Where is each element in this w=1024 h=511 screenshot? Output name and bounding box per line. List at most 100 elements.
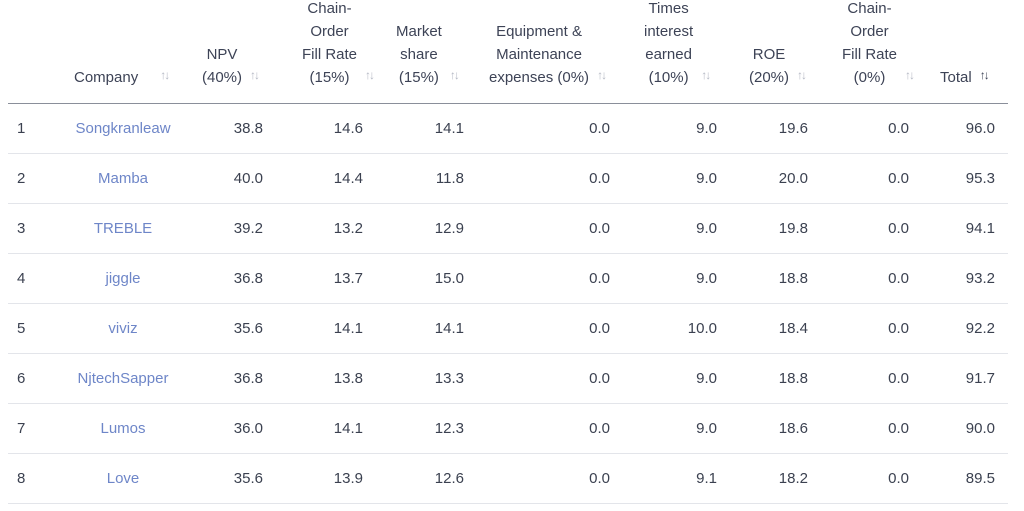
- sort-icon[interactable]: ↑↓: [449, 68, 460, 82]
- col-roe-header[interactable]: ROE (20%) ↑↓: [749, 46, 807, 86]
- fill-rate-zero-cell: 0.0: [888, 420, 909, 437]
- table-header: Company ↑↓ NPV (40%) ↑↓ Chain- Order Fil…: [8, 0, 1008, 104]
- col-company-header[interactable]: Company ↑↓: [74, 64, 170, 89]
- rank-cell: 8: [17, 470, 26, 487]
- table-row: 6 NjtechSapper 36.8 13.8 13.3 0.0 9.0 18.8 0.0 91…: [8, 354, 1008, 404]
- rank-cell: 5: [17, 320, 26, 337]
- npv-cell: 40.0: [233, 170, 263, 187]
- fill-rate-zero-cell: 0.0: [888, 120, 909, 137]
- col-npv-header[interactable]: NPV (40%) ↑↓: [202, 46, 260, 86]
- fill-rate-cell: 13.2: [333, 220, 363, 237]
- times-interest-cell: 9.0: [696, 270, 717, 287]
- sort-icon[interactable]: ↑↓: [905, 68, 915, 82]
- times-interest-cell: 9.1: [696, 470, 717, 487]
- times-interest-cell: 10.0: [687, 320, 717, 337]
- total-cell: 96.0: [965, 120, 995, 137]
- market-share-cell: 12.3: [434, 420, 464, 437]
- rank-cell: 1: [17, 120, 26, 137]
- fill-rate-zero-cell: 0.0: [888, 370, 909, 387]
- equipment-cell: 0.0: [589, 170, 610, 187]
- fill-rate-cell: 13.7: [333, 270, 363, 287]
- equipment-cell: 0.0: [589, 470, 610, 487]
- total-cell: 92.2: [965, 320, 995, 337]
- sort-icon[interactable]: ↑↓: [365, 68, 375, 82]
- market-share-cell: 14.1: [434, 320, 464, 337]
- col-total-header[interactable]: Total ↑↓: [940, 64, 990, 89]
- col-fill-rate-header[interactable]: Chain- Order Fill Rate (15%) ↑↓: [302, 0, 375, 86]
- company-link[interactable]: Love: [106, 470, 140, 487]
- company-link[interactable]: Songkranleaw: [75, 120, 171, 137]
- roe-cell: 18.6: [778, 420, 808, 437]
- fill-rate-zero-cell: 0.0: [888, 270, 909, 287]
- fill-rate-cell: 13.9: [333, 470, 363, 487]
- fill-rate-cell: 13.8: [333, 370, 363, 387]
- rank-cell: 2: [17, 170, 26, 187]
- rank-cell: 7: [17, 420, 26, 437]
- col-times-interest-header[interactable]: Times interest earned (10%) ↑↓: [644, 0, 711, 86]
- company-link[interactable]: NjtechSapper: [77, 370, 169, 387]
- total-cell: 94.1: [965, 220, 995, 237]
- roe-cell: 18.8: [778, 270, 808, 287]
- company-link[interactable]: Lumos: [100, 420, 146, 437]
- market-share-cell: 13.3: [434, 370, 464, 387]
- equipment-cell: 0.0: [589, 420, 610, 437]
- equipment-cell: 0.0: [589, 320, 610, 337]
- rank-cell: 3: [17, 220, 26, 237]
- company-link[interactable]: Mamba: [97, 170, 149, 187]
- roe-cell: 19.8: [778, 220, 808, 237]
- equipment-cell: 0.0: [589, 270, 610, 287]
- roe-cell: 19.6: [778, 120, 808, 137]
- equipment-cell: 0.0: [589, 370, 610, 387]
- npv-cell: 36.0: [233, 420, 263, 437]
- times-interest-cell: 9.0: [696, 170, 717, 187]
- fill-rate-cell: 14.1: [333, 320, 363, 337]
- col-equipment-header[interactable]: Equipment & Maintenance expenses (0%) ↑↓: [489, 23, 607, 86]
- company-link[interactable]: viviz: [108, 320, 138, 337]
- equipment-cell: 0.0: [589, 220, 610, 237]
- sort-icon[interactable]: ↑↓: [979, 68, 990, 82]
- col-market-share-header[interactable]: Market share (15%) ↑↓: [396, 23, 460, 86]
- npv-cell: 36.8: [233, 370, 263, 387]
- table-row: 3 TREBLE 39.2 13.2 12.9 0.0 9.0 19.8 0.0 94.1: [8, 204, 1008, 254]
- times-interest-cell: 9.0: [696, 370, 717, 387]
- table-row: 7 Lumos 36.0 14.1 12.3 0.0 9.0 18.6 0.0 90.0: [8, 404, 1008, 454]
- table-row: 5 viviz 35.6 14.1 14.1 0.0 10.0 18.4 0.0 92.2: [8, 304, 1008, 354]
- market-share-cell: 14.1: [434, 120, 464, 137]
- times-interest-cell: 9.0: [696, 420, 717, 437]
- fill-rate-zero-cell: 0.0: [888, 470, 909, 487]
- fill-rate-zero-cell: 0.0: [888, 170, 909, 187]
- roe-cell: 20.0: [778, 170, 808, 187]
- sort-icon[interactable]: ↑↓: [160, 68, 170, 82]
- market-share-cell: 12.9: [434, 220, 464, 237]
- table-row: 1 Songkranleaw 38.8 14.6 14.1 0.0 9.0 19.6 0.0 96…: [8, 104, 1008, 154]
- sort-icon[interactable]: ↑↓: [797, 68, 807, 82]
- total-cell: 89.5: [965, 470, 995, 487]
- times-interest-cell: 9.0: [696, 220, 717, 237]
- times-interest-cell: 9.0: [696, 120, 717, 137]
- ranking-table: Company ↑↓ NPV (40%) ↑↓ Chain- Order Fil…: [8, 0, 1008, 504]
- npv-cell: 35.6: [233, 320, 263, 337]
- roe-cell: 18.4: [778, 320, 808, 337]
- sort-icon[interactable]: ↑↓: [250, 68, 260, 82]
- fill-rate-cell: 14.1: [333, 420, 363, 437]
- col-fill-rate-zero-header[interactable]: Chain- Order Fill Rate (0%) ↑↓: [842, 0, 915, 86]
- total-cell: 93.2: [965, 270, 995, 287]
- fill-rate-zero-cell: 0.0: [888, 220, 909, 237]
- equipment-cell: 0.0: [589, 120, 610, 137]
- roe-cell: 18.2: [778, 470, 808, 487]
- npv-cell: 35.6: [233, 470, 263, 487]
- rank-cell: 6: [17, 370, 26, 387]
- sort-icon[interactable]: ↑↓: [701, 68, 711, 82]
- total-cell: 95.3: [965, 170, 995, 187]
- market-share-cell: 11.8: [435, 170, 464, 187]
- table-row: 8 Love 35.6 13.9 12.6 0.0 9.1 18.2 0.0 89.5: [8, 454, 1008, 504]
- company-link[interactable]: TREBLE: [93, 220, 153, 237]
- roe-cell: 18.8: [778, 370, 808, 387]
- fill-rate-cell: 14.6: [333, 120, 363, 137]
- company-link[interactable]: jiggle: [105, 270, 141, 287]
- sort-icon[interactable]: ↑↓: [597, 68, 607, 82]
- fill-rate-cell: 14.4: [333, 170, 363, 187]
- total-cell: 90.0: [965, 420, 995, 437]
- market-share-cell: 12.6: [434, 470, 464, 487]
- table-row: 4 jiggle 36.8 13.7 15.0 0.0 9.0 18.8 0.0 93.2: [8, 254, 1008, 304]
